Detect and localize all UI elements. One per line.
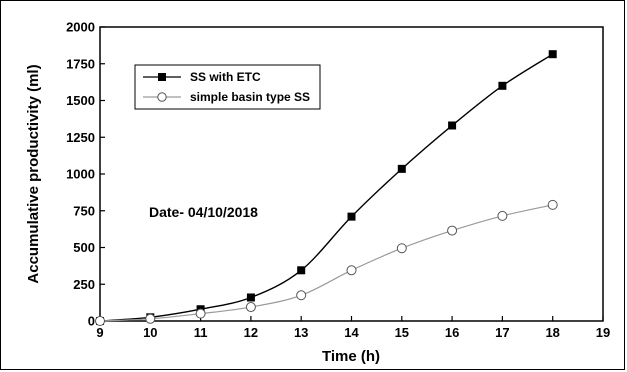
data-point-simple-basin [396, 243, 407, 254]
data-point-ss-etc [246, 293, 255, 302]
data-point-simple-basin [547, 199, 558, 210]
data-point-simple-basin [245, 302, 256, 313]
axis-ticks: 9 10 11 12 13 14 15 16 17 18 19 0 250 500 750 1000 1250 1… [66, 20, 610, 341]
data-point-simple-basin [145, 313, 156, 324]
date-annotation: Date- 04/10/2018 [149, 204, 258, 220]
series-layer [95, 50, 558, 326]
data-point-simple-basin [497, 210, 508, 221]
data-point-ss-etc [347, 212, 356, 221]
x-tick-label: 16 [445, 325, 459, 340]
legend: SS with ETC simple basin type SS [134, 64, 321, 110]
series-line-2 [99, 204, 553, 322]
x-tick-label: 10 [143, 325, 157, 340]
data-point-ss-etc [548, 50, 557, 59]
data-point-simple-basin [195, 308, 206, 319]
y-tick-label: 0 [88, 314, 95, 329]
y-axis-title: Accumulative productivity (ml) [25, 64, 42, 283]
legend-label-ss-etc: SS with ETC [190, 70, 261, 84]
data-point-simple-basin [346, 265, 357, 276]
data-point-ss-etc [397, 164, 406, 173]
y-tick-label: 750 [73, 203, 95, 218]
data-point-simple-basin [447, 225, 458, 236]
y-tick-label: 1000 [66, 167, 95, 182]
y-tick-label: 1250 [66, 130, 95, 145]
x-tick-label: 13 [294, 325, 308, 340]
data-point-simple-basin [296, 290, 307, 301]
series-line-1 [99, 53, 554, 322]
legend-box [134, 64, 321, 110]
data-point-ss-etc [297, 266, 306, 275]
x-axis-title: Time (h) [322, 348, 380, 365]
legend-marker-simple-basin [157, 92, 167, 102]
legend-label-simple-basin: simple basin type SS [190, 90, 310, 104]
legend-marker-ss-etc [158, 73, 166, 81]
x-tick-label: 17 [495, 325, 509, 340]
y-tick-label: 500 [73, 240, 95, 255]
x-tick-label: 19 [596, 325, 610, 340]
data-point-ss-etc [498, 81, 507, 90]
x-tick-label: 11 [194, 325, 208, 340]
data-point-ss-etc [448, 121, 457, 130]
y-tick-label: 1750 [66, 56, 95, 71]
x-tick-label: 14 [344, 325, 359, 340]
y-tick-label: 2000 [66, 20, 95, 35]
x-tick-label: 15 [395, 325, 409, 340]
y-tick-label: 1500 [66, 93, 95, 108]
x-tick-label: 12 [244, 325, 258, 340]
x-tick-label: 9 [96, 325, 103, 340]
x-tick-label: 18 [545, 325, 559, 340]
data-point-simple-basin [95, 316, 105, 326]
y-tick-label: 250 [73, 277, 95, 292]
